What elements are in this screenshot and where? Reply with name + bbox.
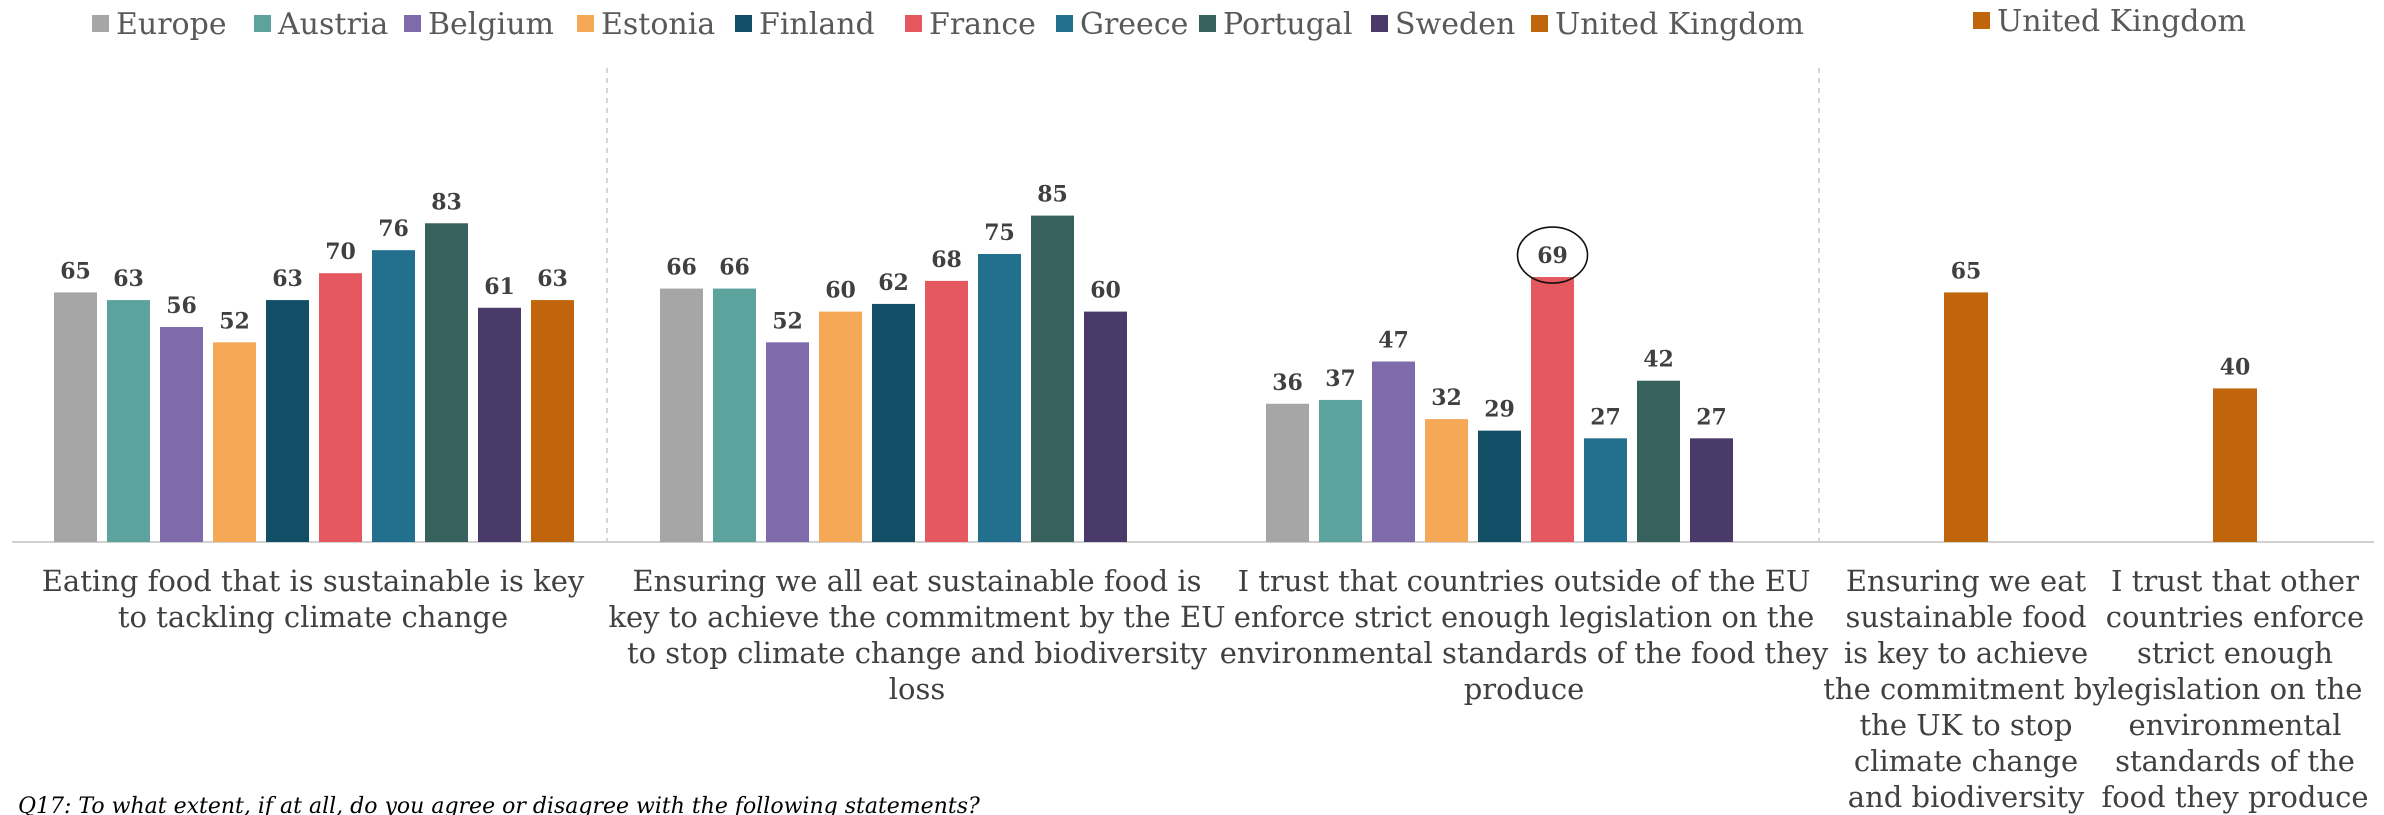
legend-swatch-france bbox=[905, 15, 922, 32]
data-label-g1-europe: 65 bbox=[60, 258, 91, 284]
bar-g2-finland bbox=[872, 303, 915, 542]
bar-g3-france bbox=[1531, 277, 1574, 542]
bar-g1-united-kingdom bbox=[531, 300, 574, 542]
data-label-g3-estonia: 32 bbox=[1431, 385, 1462, 411]
bar-g1-finland bbox=[266, 300, 309, 542]
data-label-g1-portugal: 83 bbox=[431, 189, 462, 215]
legend-swatch-europe bbox=[92, 15, 109, 32]
bar-g2-greece bbox=[978, 254, 1021, 542]
bar-g2-portugal bbox=[1031, 215, 1074, 542]
legend-label-sweden: Sweden bbox=[1395, 7, 1515, 42]
data-label-g1-sweden: 61 bbox=[484, 274, 515, 300]
bar-g2-europe bbox=[660, 288, 703, 542]
data-label-g2-austria: 66 bbox=[719, 255, 750, 281]
bar-g3-belgium bbox=[1372, 361, 1415, 542]
bar-g2-belgium bbox=[766, 342, 809, 542]
legend-swatch-sweden bbox=[1371, 15, 1388, 32]
category-labels: Eating food that is sustainable is key to… bbox=[42, 564, 2369, 815]
data-label-g1-estonia: 52 bbox=[219, 308, 250, 334]
bar-g3-europe bbox=[1266, 403, 1309, 542]
legend-label-united-kingdom-panel2: United Kingdom bbox=[1997, 4, 2246, 39]
legend-label-portugal: Portugal bbox=[1223, 7, 1352, 42]
legend-label-europe: Europe bbox=[116, 7, 227, 42]
data-label-g3-europe: 36 bbox=[1272, 370, 1303, 396]
bar-g1-france bbox=[319, 273, 362, 542]
data-label-g2-portugal: 85 bbox=[1037, 182, 1068, 208]
data-label-g3-france: 69 bbox=[1537, 243, 1568, 269]
data-label-g3-sweden: 27 bbox=[1696, 404, 1727, 430]
bar-g1-belgium bbox=[160, 326, 203, 542]
legend-swatch-united-kingdom bbox=[1531, 15, 1548, 32]
data-label-g2-belgium: 52 bbox=[772, 308, 803, 334]
bar-g3-sweden bbox=[1690, 438, 1733, 542]
legend-label-france: France bbox=[929, 7, 1036, 42]
annotation-circle-1 bbox=[1516, 226, 1589, 284]
bar-g1-estonia bbox=[213, 342, 256, 542]
legend-label-belgium: Belgium bbox=[428, 7, 554, 42]
data-label-uk-g1-united-kingdom: 65 bbox=[1951, 258, 1982, 284]
category-label-uk-2: I trust that other countries enforce stric… bbox=[2101, 564, 2368, 814]
data-label-g2-estonia: 60 bbox=[825, 278, 856, 304]
data-label-g2-europe: 66 bbox=[666, 255, 697, 281]
category-label-1: Eating food that is sustainable is key to… bbox=[42, 564, 585, 634]
legend: Europe Austria Belgium Estonia Finland France… bbox=[92, 7, 1804, 42]
data-label-uk-g2-united-kingdom: 40 bbox=[2220, 354, 2251, 380]
category-label-3: I trust that countries outside of the EU… bbox=[1220, 564, 1829, 706]
legend-swatch-united-kingdom-panel2 bbox=[1973, 12, 1990, 29]
bar-uk-g2-united-kingdom bbox=[2213, 388, 2257, 542]
data-label-g1-france: 70 bbox=[325, 239, 356, 265]
bar-g3-austria bbox=[1319, 399, 1362, 542]
data-label-g3-finland: 29 bbox=[1484, 397, 1515, 423]
data-label-g1-austria: 63 bbox=[113, 266, 144, 292]
data-label-g3-portugal: 42 bbox=[1643, 347, 1674, 373]
bar-g3-estonia bbox=[1425, 419, 1468, 542]
legend-label-greece: Greece bbox=[1080, 7, 1188, 42]
bar-g2-estonia bbox=[819, 311, 862, 542]
bar-g2-france bbox=[925, 280, 968, 542]
bars bbox=[54, 215, 2257, 542]
data-labels: 65 63 56 52 63 70 76 83 61 63 66 66 52 60 62 68 75 85 60 36… bbox=[60, 182, 2250, 431]
legend-label-united-kingdom: United Kingdom bbox=[1555, 7, 1804, 42]
data-label-g2-sweden: 60 bbox=[1090, 278, 1121, 304]
bar-g3-greece bbox=[1584, 438, 1627, 542]
legend-label-austria: Austria bbox=[277, 7, 388, 42]
bar-g1-portugal bbox=[425, 223, 468, 542]
legend-swatch-finland bbox=[735, 15, 752, 32]
legend-uk-panel: United Kingdom bbox=[1973, 4, 2246, 39]
bar-uk-g1-united-kingdom bbox=[1944, 292, 1988, 542]
data-label-g2-greece: 75 bbox=[984, 220, 1015, 246]
bar-g2-sweden bbox=[1084, 311, 1127, 542]
data-label-g2-finland: 62 bbox=[878, 270, 909, 296]
bar-g1-europe bbox=[54, 292, 97, 542]
bar-g3-portugal bbox=[1637, 380, 1680, 542]
bar-g3-finland bbox=[1478, 430, 1521, 542]
legend-swatch-greece bbox=[1056, 15, 1073, 32]
bar-g2-austria bbox=[713, 288, 756, 542]
legend-swatch-belgium bbox=[404, 15, 421, 32]
data-label-g3-greece: 27 bbox=[1590, 404, 1621, 430]
data-label-g2-france: 68 bbox=[931, 247, 962, 273]
data-label-g1-united-kingdom: 63 bbox=[537, 266, 568, 292]
data-label-g1-belgium: 56 bbox=[166, 293, 197, 319]
legend-swatch-portugal bbox=[1199, 15, 1216, 32]
data-label-g1-finland: 63 bbox=[272, 266, 303, 292]
bar-g1-greece bbox=[372, 250, 415, 542]
legend-label-finland: Finland bbox=[759, 7, 875, 42]
legend-swatch-austria bbox=[254, 15, 271, 32]
footnote: Q17: To what extent, if at all, do you a… bbox=[18, 794, 980, 815]
annotations bbox=[1516, 226, 1589, 284]
category-label-uk-1: Ensuring we eat sustainable food is key to… bbox=[1823, 564, 2109, 815]
data-label-g3-belgium: 47 bbox=[1378, 328, 1409, 354]
data-label-g1-greece: 76 bbox=[378, 216, 409, 242]
legend-label-estonia: Estonia bbox=[601, 7, 715, 42]
bar-g1-sweden bbox=[478, 307, 521, 542]
legend-swatch-estonia bbox=[577, 15, 594, 32]
bar-g1-austria bbox=[107, 300, 150, 542]
data-label-g3-austria: 37 bbox=[1325, 366, 1356, 392]
category-label-2: Ensuring we all eat sustainable food is k… bbox=[608, 564, 1225, 706]
